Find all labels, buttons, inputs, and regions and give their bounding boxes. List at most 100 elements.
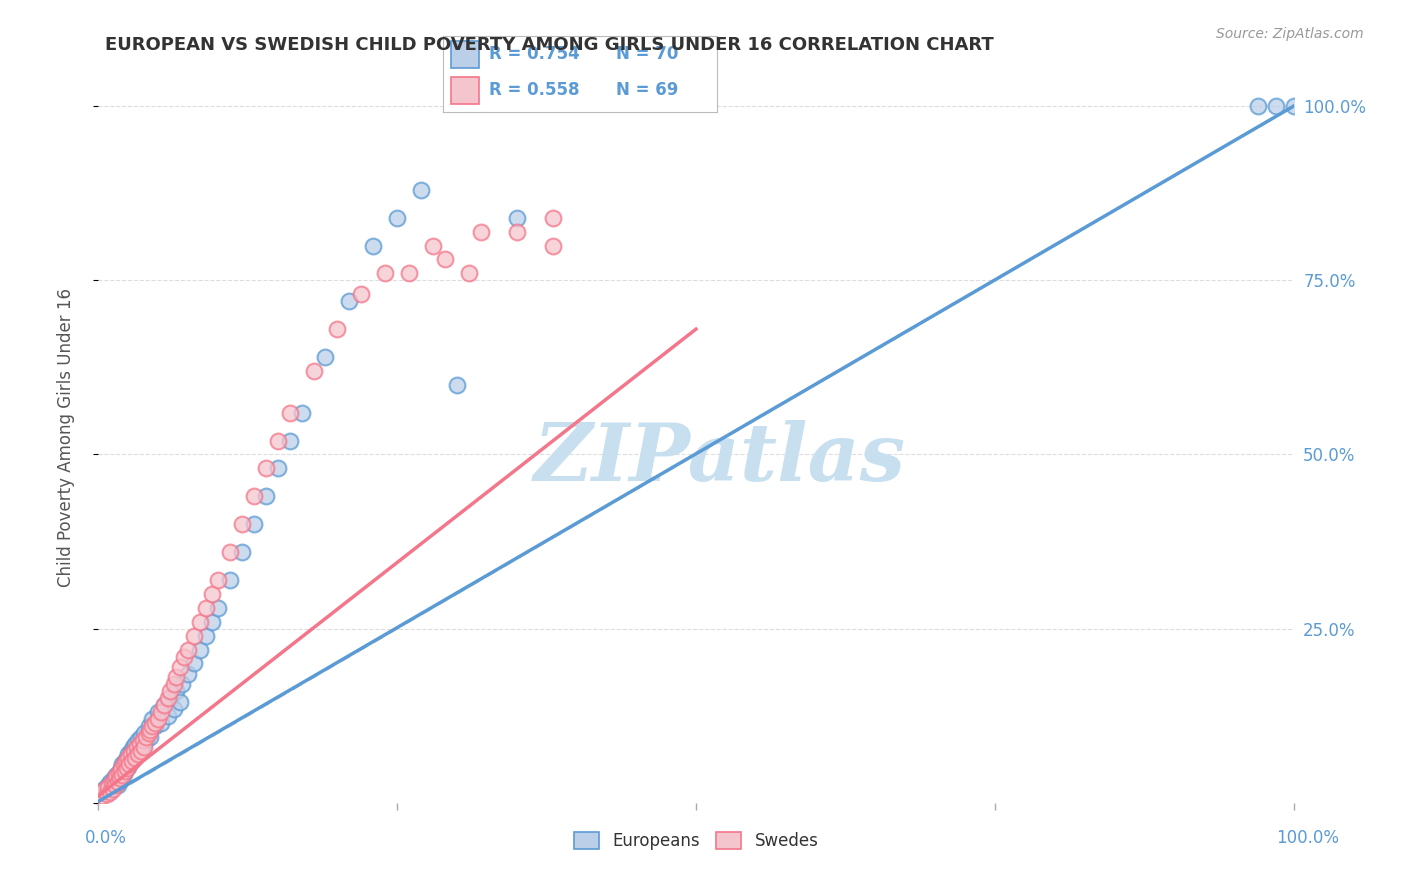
Point [110,761,132,775]
Point [124,737,146,751]
Point [107,766,129,780]
Point [177,642,200,657]
Point [254,461,277,475]
Point [121,754,143,768]
Point [385,211,409,225]
Point [98,785,122,799]
Point [156,708,179,723]
Point [125,740,148,755]
Point [506,211,529,225]
Text: 100.0%: 100.0% [1277,829,1339,847]
Point [91,789,114,803]
Point [138,719,160,733]
Point [115,754,138,768]
Point [339,294,361,309]
Text: 0.0%: 0.0% [84,829,127,847]
Point [541,211,564,225]
Y-axis label: Child Poverty Among Girls Under 16: Child Poverty Among Girls Under 16 [56,287,75,587]
Point [124,750,146,764]
Point [122,740,145,755]
Point [104,778,127,792]
Point [135,733,157,747]
Point [165,670,187,684]
Point [132,740,155,755]
Point [132,726,155,740]
Point [114,754,136,768]
Point [112,766,135,780]
Point [97,780,120,795]
Point [97,778,120,792]
Point [149,705,172,719]
Point [112,757,135,772]
Point [177,667,200,681]
Point [411,183,433,197]
Legend: Europeans, Swedes: Europeans, Swedes [567,825,825,856]
Point [506,225,529,239]
Point [219,573,242,587]
Point [201,587,224,601]
Point [541,238,564,252]
Point [207,600,229,615]
Point [118,757,141,772]
Point [105,769,128,783]
Point [127,747,149,761]
Point [101,781,124,796]
Point [350,287,373,301]
Point [254,489,277,503]
Point [125,747,148,761]
Point [139,730,162,744]
Point [169,695,191,709]
Point [139,723,162,737]
Point [96,788,118,802]
Point [135,730,157,744]
Point [141,719,163,733]
Point [363,238,385,252]
Point [159,691,181,706]
Point [243,489,266,503]
Point [207,573,229,587]
Point [195,629,218,643]
Text: R = 0.558: R = 0.558 [489,81,581,99]
Point [278,434,301,448]
Point [98,783,122,797]
Point [108,772,131,786]
Point [120,747,142,761]
Point [148,712,170,726]
Point [470,225,492,239]
Point [93,781,115,796]
Point [159,684,181,698]
Point [120,743,142,757]
Text: ZIPatlas: ZIPatlas [534,420,905,498]
Point [374,266,396,280]
Point [117,747,139,761]
Point [115,750,138,764]
Point [124,743,146,757]
Point [153,698,176,713]
Point [163,677,186,691]
Point [1247,99,1270,113]
Point [434,252,457,267]
Point [107,778,129,792]
Point [131,740,153,755]
Point [111,768,134,782]
Point [446,377,468,392]
Point [201,615,224,629]
Text: EUROPEAN VS SWEDISH CHILD POVERTY AMONG GIRLS UNDER 16 CORRELATION CHART: EUROPEAN VS SWEDISH CHILD POVERTY AMONG … [105,36,994,54]
Point [458,266,481,280]
Text: Source: ZipAtlas.com: Source: ZipAtlas.com [1216,27,1364,41]
Point [188,615,211,629]
Point [315,350,337,364]
Point [188,642,211,657]
Point [143,719,166,733]
Point [117,750,139,764]
Point [398,266,420,280]
Text: N = 70: N = 70 [616,45,678,62]
Point [183,629,205,643]
Point [278,406,301,420]
Point [1282,99,1305,113]
Point [183,657,205,671]
Point [302,364,325,378]
Point [138,726,160,740]
Point [231,517,253,532]
Point [291,406,314,420]
